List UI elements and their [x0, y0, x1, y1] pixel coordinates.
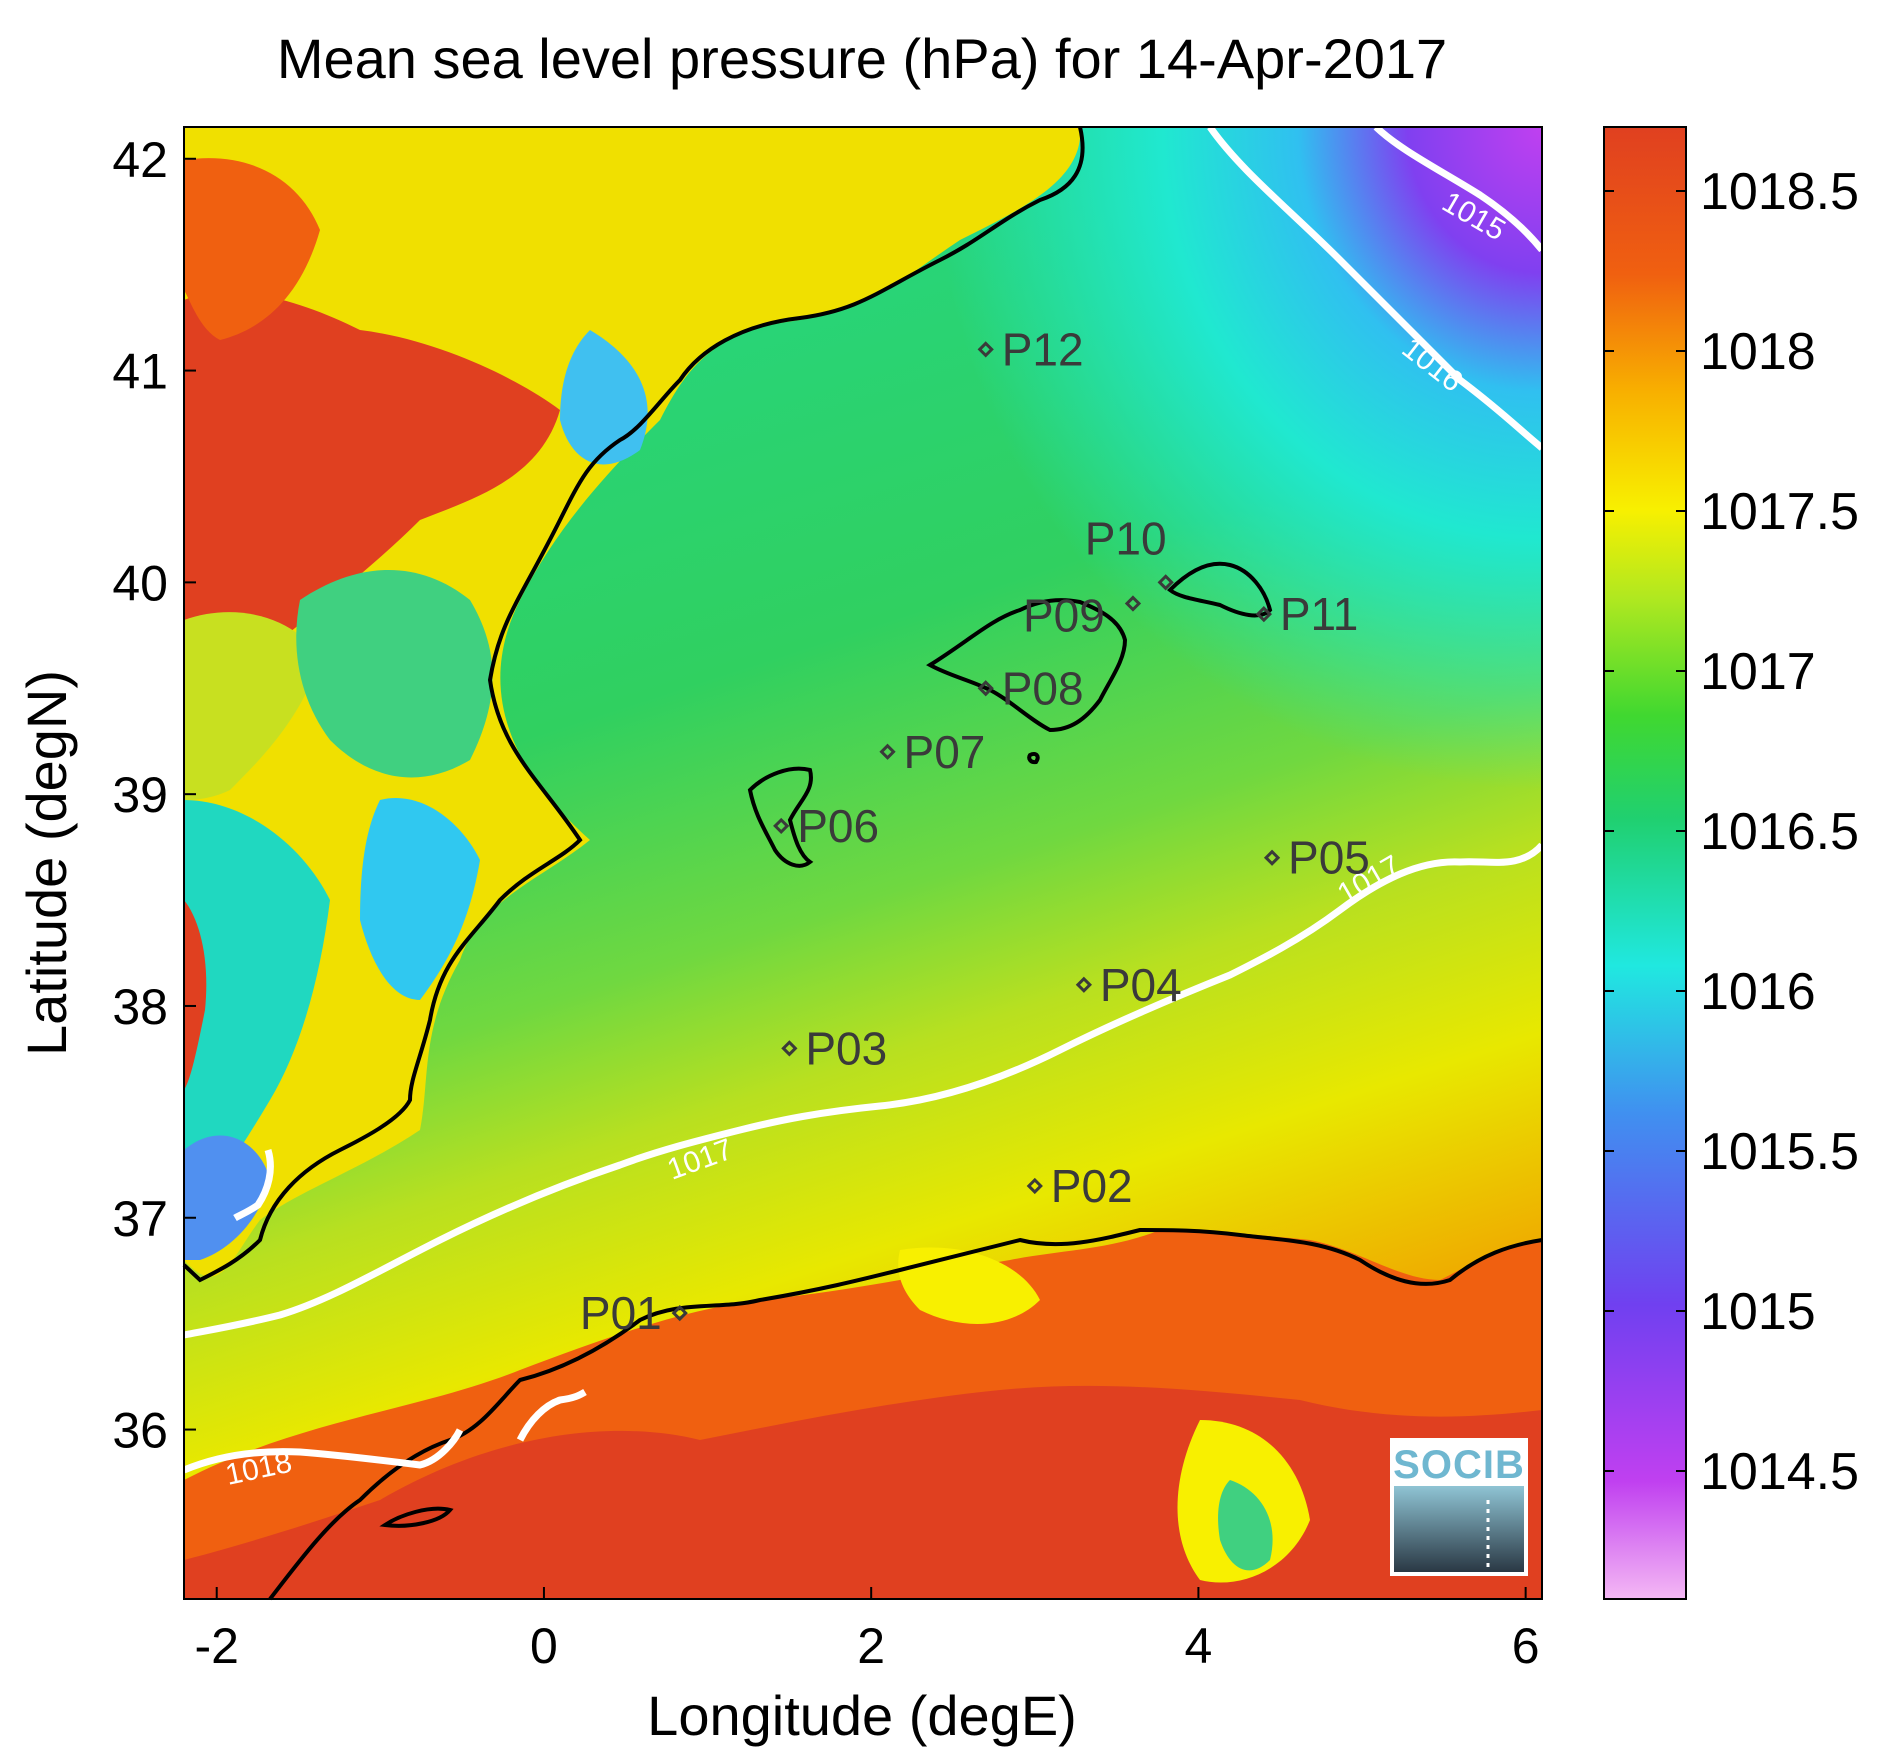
colorbar-tick-label: 1016.5	[1700, 803, 1859, 861]
ibiza-coast	[747, 766, 814, 868]
pressure-field	[184, 127, 1542, 1599]
station-marker	[1255, 606, 1272, 623]
station-label: P06	[797, 800, 879, 852]
station-label: P03	[805, 1022, 887, 1074]
station-marker	[977, 680, 994, 697]
x-tick-label: 4	[1185, 1618, 1213, 1674]
station-label: P04	[1100, 959, 1182, 1011]
cabrera-coast	[1027, 751, 1040, 765]
colorbar-tick-label: 1017.5	[1700, 483, 1859, 541]
x-axis: -2 0 2 4 6	[194, 1587, 1540, 1674]
y-tick-label: 41	[112, 344, 168, 400]
colorbar-tick-label: 1018	[1700, 323, 1816, 381]
station-marker	[773, 817, 790, 835]
y-tick-label: 39	[112, 767, 168, 823]
isobar-1017-west	[233, 1148, 274, 1222]
isobars	[182, 124, 1545, 1474]
station-marker	[671, 1304, 688, 1322]
station-label: P10	[1085, 512, 1167, 564]
menorca-coast	[1167, 561, 1273, 618]
x-tick-label: 0	[530, 1618, 558, 1674]
y-axis-label: Latitude (degN)	[15, 670, 78, 1056]
colorbar-tick-label: 1014.5	[1700, 1443, 1859, 1501]
x-tick-label: 6	[1512, 1618, 1540, 1674]
station-label: P09	[1023, 590, 1105, 642]
x-tick-label: 2	[857, 1618, 885, 1674]
station-marker	[1124, 595, 1142, 612]
socib-logo: SOCIB	[1390, 1438, 1528, 1576]
station-marker	[1157, 574, 1174, 591]
x-tick-label: -2	[194, 1618, 238, 1674]
plot-frame	[183, 126, 1543, 1600]
colorbar-tick-label: 1015.5	[1700, 1123, 1859, 1181]
colorbar-tick-label: 1015	[1700, 1283, 1816, 1341]
station-marker	[879, 743, 896, 760]
station-marker	[781, 1040, 798, 1057]
y-tick-label: 42	[112, 132, 168, 188]
colorbar: 1014.5 1015 1015.5 1016 1016.5 1017 1017.5 1018…	[1603, 126, 1859, 1600]
isobar-1016	[1207, 124, 1545, 451]
stations: P01 P02 P03 P04 P05 P06 P07 P08 P09 P10 P11 P12	[580, 323, 1370, 1339]
station-label: P12	[1002, 323, 1084, 375]
y-tick-label: 40	[112, 555, 168, 611]
y-tick-label: 38	[112, 979, 168, 1035]
mallorca-coast	[926, 598, 1128, 733]
chart-title: Mean sea level pressure (hPa) for 14-Apr…	[277, 27, 1447, 90]
colorbar-tick-label: 1016	[1700, 963, 1816, 1021]
station-label: P02	[1051, 1160, 1133, 1212]
y-tick-label: 37	[112, 1191, 168, 1247]
isobar-1015	[1373, 124, 1545, 253]
station-label: P05	[1288, 832, 1370, 884]
station-marker	[1026, 1177, 1043, 1195]
station-marker	[977, 341, 994, 358]
y-tick-label: 36	[112, 1403, 168, 1459]
station-marker	[1263, 849, 1281, 866]
socib-logo-text: SOCIB	[1393, 1443, 1525, 1487]
station-label: P01	[580, 1287, 662, 1339]
station-label: P08	[1002, 662, 1084, 714]
station-label: P11	[1280, 588, 1358, 640]
isobar-1018	[182, 1388, 587, 1474]
station-label: P07	[904, 726, 986, 778]
colorbar-tick-label: 1017	[1700, 643, 1816, 701]
station-marker	[1075, 976, 1093, 993]
alboran-coast	[379, 1506, 454, 1528]
isobar-1017-north	[183, 842, 1545, 1339]
colorbar-tick-label: 1018.5	[1700, 163, 1859, 221]
x-axis-label: Longitude (degE)	[647, 1684, 1077, 1747]
y-axis: 36 37 38 39 40 41 42	[112, 132, 196, 1459]
